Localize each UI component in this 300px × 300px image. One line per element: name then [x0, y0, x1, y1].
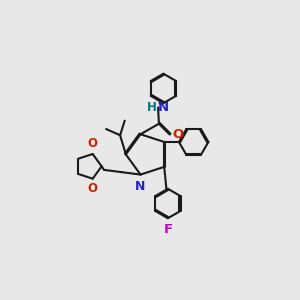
Text: O: O [88, 137, 98, 150]
Text: F: F [163, 223, 172, 236]
Text: O: O [88, 182, 98, 196]
Text: H: H [147, 101, 157, 114]
Text: N: N [158, 101, 169, 114]
Text: O: O [173, 128, 184, 141]
Text: N: N [135, 180, 146, 193]
